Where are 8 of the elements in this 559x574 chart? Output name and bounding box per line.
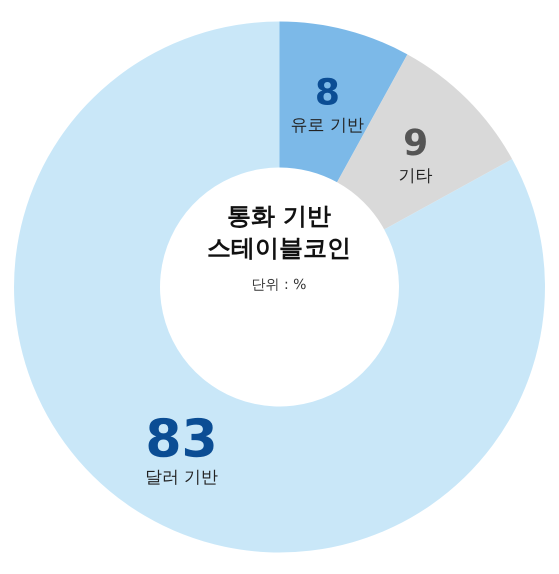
slice-label: 유로 기반 bbox=[290, 116, 364, 136]
text: 단위 : % bbox=[250, 276, 308, 295]
data-label: 8 bbox=[314, 72, 340, 114]
slice-label: 달러 기반 bbox=[144, 468, 218, 488]
data-label: 83 bbox=[145, 410, 218, 470]
slice-label: 기타 bbox=[398, 166, 433, 186]
data-label: 9 bbox=[403, 122, 428, 164]
text: 통화 기반 스테이블코인 bbox=[206, 201, 352, 264]
